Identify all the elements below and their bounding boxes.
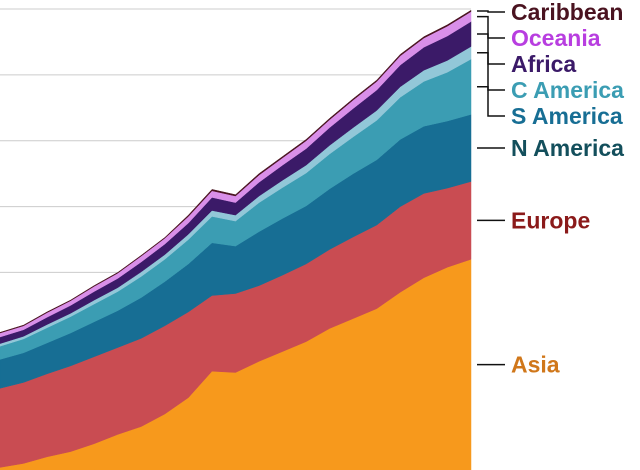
leader-line-oceania — [477, 15, 505, 39]
legend-label-caribbean: Caribbean — [511, 0, 623, 25]
leader-line-c-america — [477, 52, 505, 91]
area-caribbean — [0, 9, 472, 334]
legend-label-africa: Africa — [511, 51, 576, 77]
legend-label-n-america: N America — [511, 135, 624, 161]
legend-label-europe: Europe — [511, 207, 590, 233]
leader-line-africa — [477, 33, 505, 65]
legend-label-s-america: S America — [511, 103, 623, 129]
legend-label-asia: Asia — [511, 352, 560, 378]
legend-label-c-america: C America — [511, 77, 624, 103]
area-series — [0, 9, 472, 470]
leader-line-s-america — [477, 85, 505, 117]
legend-label-oceania: Oceania — [511, 25, 601, 51]
leader-line-caribbean — [477, 10, 505, 13]
